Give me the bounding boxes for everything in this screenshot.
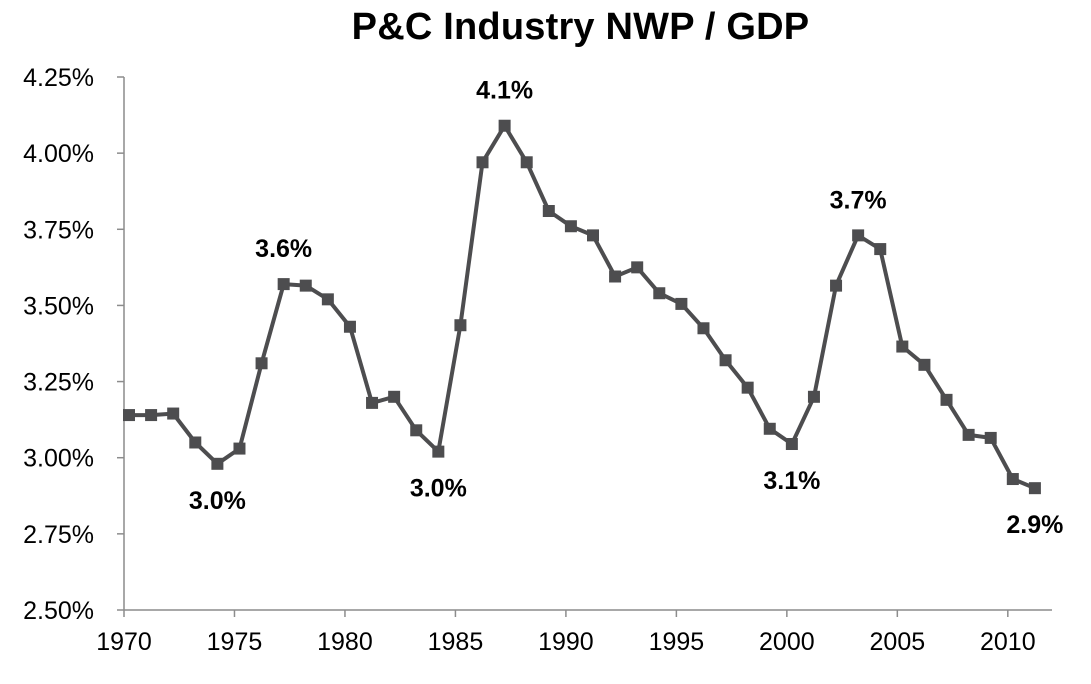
- data-point: [653, 287, 666, 300]
- x-tick-label: 2010: [980, 628, 1036, 656]
- data-point: [410, 424, 423, 437]
- x-tick-label: 1990: [538, 628, 594, 656]
- x-tick-label: 1980: [317, 628, 373, 656]
- y-tick-label: 2.75%: [23, 521, 94, 549]
- data-point: [498, 119, 511, 132]
- data-point: [807, 390, 820, 403]
- data-point: [454, 319, 467, 332]
- data-point: [675, 297, 688, 310]
- x-tick-label: 2005: [870, 628, 926, 656]
- series-layer: [123, 119, 1041, 495]
- data-point: [255, 357, 268, 370]
- data-label: 4.1%: [476, 77, 533, 105]
- data-point: [896, 340, 909, 353]
- data-point: [918, 358, 931, 371]
- data-point: [123, 409, 135, 422]
- data-label: 3.6%: [255, 235, 312, 263]
- data-point: [189, 436, 202, 449]
- data-point: [542, 205, 555, 218]
- axes: 2.50% 2.75% 3.00% 3.25% 3.50% 3.75% 4.00% 4.25%…: [23, 64, 1052, 656]
- data-point: [299, 279, 312, 292]
- data-point: [1006, 473, 1019, 486]
- data-point: [145, 409, 158, 422]
- y-tick-label: 3.00%: [23, 445, 94, 473]
- x-tick-label: 2000: [759, 628, 815, 656]
- data-point: [321, 293, 334, 306]
- data-label: 3.1%: [763, 467, 820, 495]
- data-label: 3.7%: [830, 186, 887, 214]
- data-point: [432, 445, 445, 458]
- data-label: 2.9%: [1006, 511, 1063, 539]
- data-point: [366, 396, 379, 409]
- data-point: [476, 156, 489, 169]
- data-point: [962, 428, 975, 441]
- x-tick-label: 1975: [207, 628, 263, 656]
- y-tick-label: 3.25%: [23, 369, 94, 397]
- data-point: [785, 438, 798, 451]
- x-tick-label: 1970: [96, 628, 152, 656]
- y-tick-label: 3.75%: [23, 216, 94, 244]
- data-point: [830, 279, 843, 292]
- data-point: [277, 278, 290, 291]
- chart-title: P&C Industry NWP / GDP: [351, 6, 810, 48]
- data-point: [564, 220, 577, 233]
- data-point: [719, 354, 732, 367]
- data-point: [343, 320, 356, 333]
- y-tick-label: 3.50%: [23, 292, 94, 320]
- series-line: [129, 123, 1036, 491]
- data-point: [167, 407, 180, 420]
- data-point: [1028, 482, 1041, 495]
- y-tick-label: 4.00%: [23, 140, 94, 168]
- data-point: [609, 270, 622, 283]
- data-point: [697, 322, 710, 335]
- data-point: [587, 229, 599, 242]
- data-point: [631, 261, 644, 274]
- data-point: [852, 229, 865, 242]
- data-point: [520, 156, 533, 169]
- data-point: [741, 381, 754, 394]
- x-tick-label: 1995: [649, 628, 705, 656]
- data-point: [984, 431, 997, 444]
- data-point: [763, 422, 776, 435]
- data-point: [940, 393, 953, 406]
- y-tick-label: 2.50%: [23, 597, 94, 625]
- data-label: 3.0%: [189, 487, 246, 515]
- data-point: [211, 457, 224, 470]
- data-label: 3.0%: [410, 475, 467, 503]
- data-point: [388, 390, 401, 403]
- data-point: [874, 243, 887, 256]
- x-tick-label: 1985: [428, 628, 484, 656]
- data-point: [233, 442, 246, 455]
- data-labels: 3.0% 3.6% 3.0% 4.1% 3.1% 3.7% 2.9%: [189, 77, 1064, 539]
- y-tick-label: 4.25%: [23, 64, 94, 92]
